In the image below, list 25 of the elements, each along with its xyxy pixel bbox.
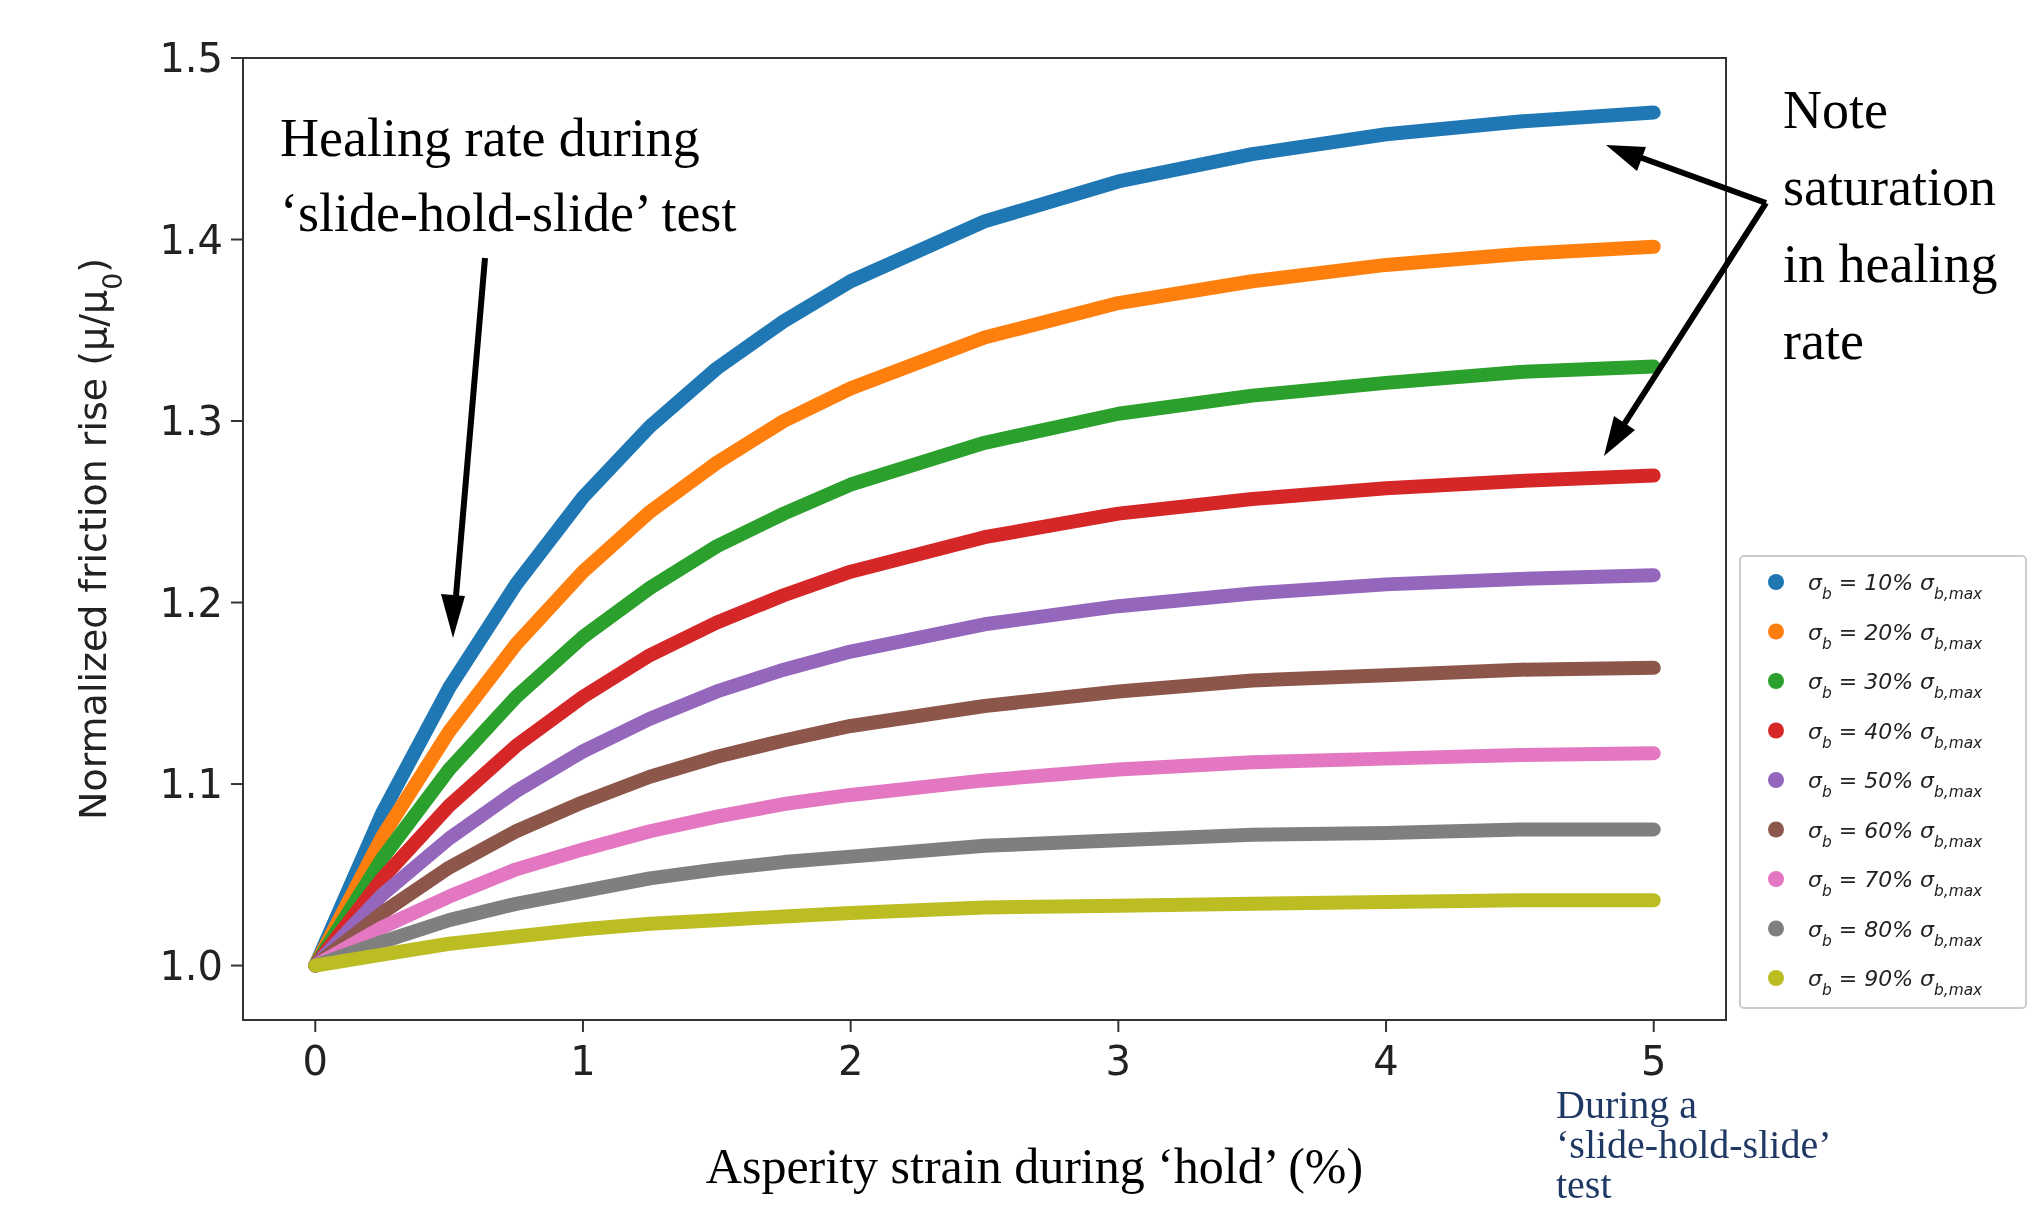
x-tick-label: 5 bbox=[1641, 1038, 1667, 1084]
legend-label: σ$_{b}$ = 60% σ$_{b,max}$ bbox=[1808, 817, 1984, 851]
x-tick-label: 4 bbox=[1373, 1038, 1399, 1084]
y-tick-label: 1.5 bbox=[159, 35, 223, 81]
legend-label: σ$_{b}$ = 50% σ$_{b,max}$ bbox=[1808, 768, 1984, 801]
x-tick-label: 0 bbox=[302, 1038, 328, 1084]
legend-label: σ$_{b}$ = 40% σ$_{b,max}$ bbox=[1808, 718, 1984, 752]
y-tick-label: 1.3 bbox=[159, 398, 223, 445]
legend-label: σ$_{b}$ = 80% σ$_{b,max}$ bbox=[1808, 916, 1984, 950]
text: Note saturation in healing rate bbox=[1783, 80, 1998, 371]
legend-label: σ$_{b}$ = 90% σ$_{b,max}$ bbox=[1808, 966, 1984, 999]
y-tick-label: 1.2 bbox=[159, 579, 223, 626]
x-tick-label: 2 bbox=[837, 1038, 864, 1084]
x-axis-title: Asperity strain during ‘hold’ (%) bbox=[705, 1138, 1364, 1194]
legend-label: σ$_{b}$ = 70% σ$_{b,max}$ bbox=[1808, 867, 1984, 900]
text: During a ‘slide-hold-slide’ test bbox=[1556, 1082, 1832, 1207]
x-tick-label: 3 bbox=[1105, 1038, 1132, 1084]
annotation: Healing rate during ‘slide-hold-slide’ test bbox=[280, 108, 737, 243]
y-tick-label: 1.4 bbox=[159, 216, 223, 263]
legend-label: σ$_{b}$ = 30% σ$_{b,max}$ bbox=[1808, 669, 1984, 702]
x-tick-label: 1 bbox=[570, 1038, 596, 1084]
legend-label: σ$_{b}$ = 20% σ$_{b,max}$ bbox=[1808, 619, 1984, 653]
y-tick-label: 1.1 bbox=[159, 761, 223, 808]
y-tick-label: 1.0 bbox=[159, 942, 223, 989]
legend-label: σ$_{b}$ = 10% σ$_{b,max}$ bbox=[1808, 570, 1984, 603]
